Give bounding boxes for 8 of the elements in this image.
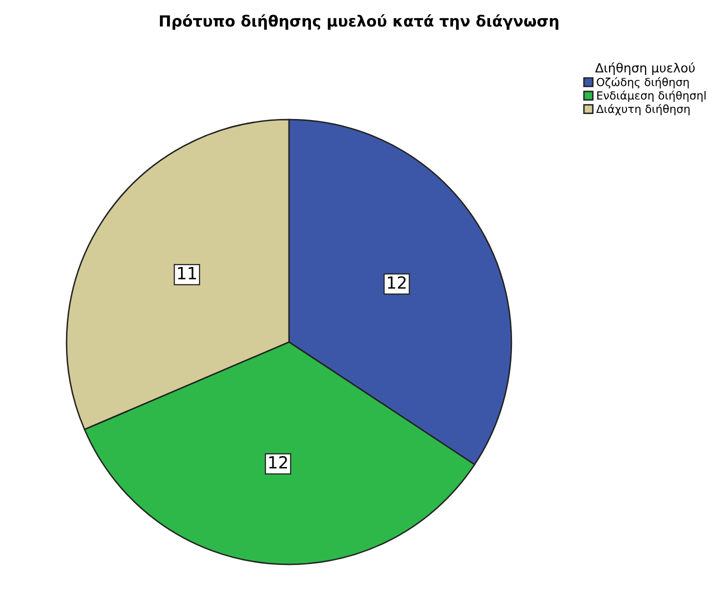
legend-label: Οζώδης διήθηση [596,77,689,88]
data-label: 12 [388,276,406,289]
legend-label: Διάχυτη διήθηση [596,104,690,116]
legend-label: Ενδιάμεση διήθησηl [597,90,706,102]
legend-title: Διήθηση μυελού [595,62,695,75]
chart-title: Πρότυπο διήθησης μυελού κατά την διάγνωση [160,14,558,30]
data-label: 11 [178,267,196,280]
data-label: 12 [269,456,287,468]
